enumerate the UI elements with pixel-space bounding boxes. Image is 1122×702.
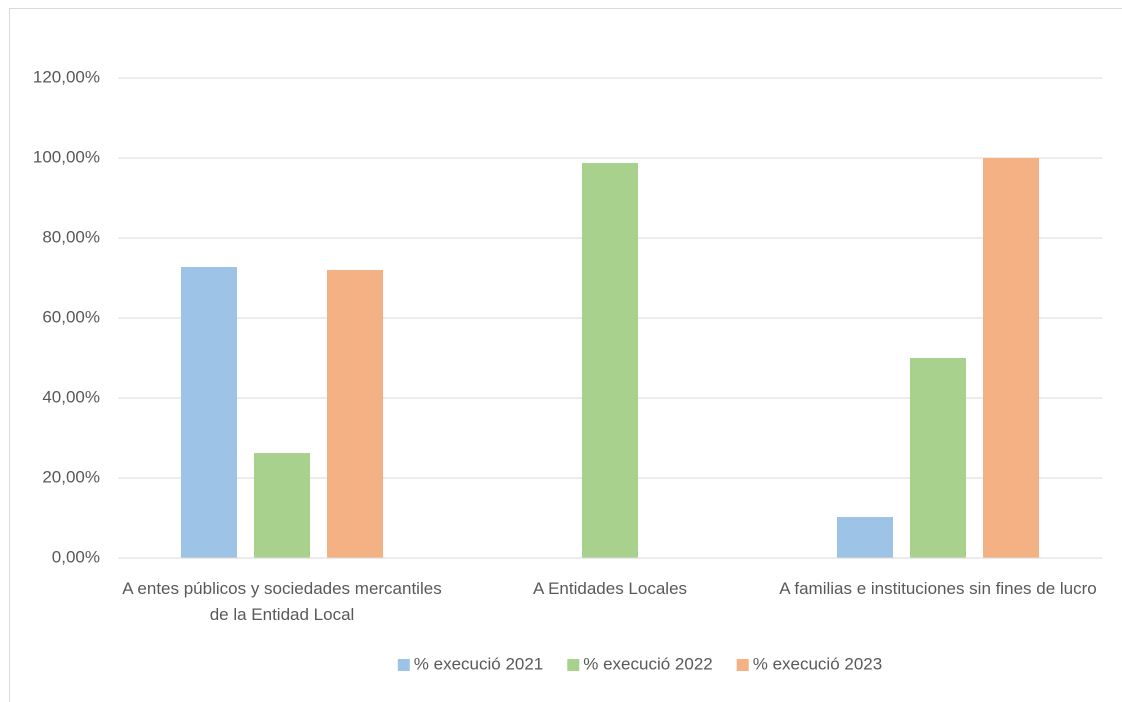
x-tick-label: A Entidades Locales xyxy=(532,579,688,598)
bar xyxy=(254,453,310,558)
legend-label: % execució 2021 xyxy=(414,654,543,673)
bar xyxy=(910,358,966,558)
y-tick-label: 60,00% xyxy=(42,307,100,326)
legend-label: % execució 2023 xyxy=(753,654,882,673)
x-tick-label: A familias e instituciones sin fines de … xyxy=(779,579,1097,598)
bar xyxy=(181,267,237,558)
y-tick-label: 100,00% xyxy=(33,147,100,166)
y-tick-label: 40,00% xyxy=(42,387,100,406)
bar xyxy=(582,163,638,558)
y-tick-label: 120,00% xyxy=(33,67,100,86)
bar xyxy=(327,270,383,558)
y-tick-label: 0,00% xyxy=(52,547,100,566)
legend-swatch xyxy=(736,659,749,671)
x-tick-label: A entes públicos y sociedades mercantile… xyxy=(122,579,442,624)
y-tick-label: 20,00% xyxy=(42,467,100,486)
chart-border xyxy=(9,8,1122,702)
bar xyxy=(837,517,893,558)
legend-label: % execució 2022 xyxy=(583,654,712,673)
legend-swatch xyxy=(397,659,410,671)
legend-swatch xyxy=(567,659,580,671)
y-tick-label: 80,00% xyxy=(42,227,100,246)
bar xyxy=(983,158,1039,558)
